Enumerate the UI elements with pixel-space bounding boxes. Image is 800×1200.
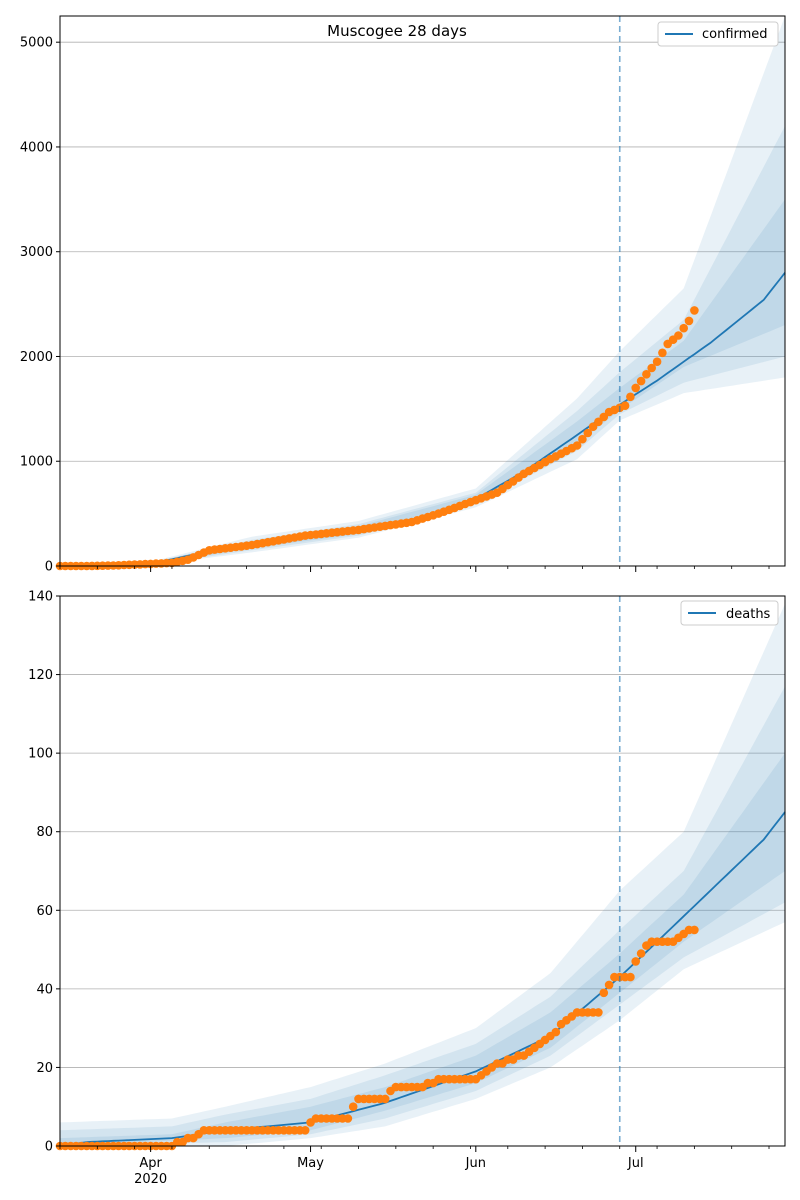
legend-box [680,600,779,626]
y-tick-label: 2000 [20,350,53,365]
observed-point [626,392,635,402]
plot-frame [59,595,786,1147]
observed-point [679,323,688,333]
chart-title: Muscogee 28 days [327,22,467,40]
observed-point [631,957,640,966]
observed-point [690,925,699,935]
observed-point [551,1027,561,1037]
x-tick-label: Jul [627,1156,644,1171]
observed-point [380,1094,390,1104]
observed-point [604,980,614,990]
confidence-band [60,603,785,1146]
observed-point [647,363,656,373]
x-axis [59,566,770,572]
observed-point [674,331,683,340]
observed-point [658,348,667,358]
observed-point [636,949,646,958]
observed-points [55,306,699,571]
y-tick-label: 3000 [20,245,53,260]
y-tick-label: 40 [36,982,53,997]
observed-point [626,972,635,982]
y-tick-label: 20 [36,1061,53,1076]
observed-point [599,988,609,998]
x-tick-label: Jun [465,1156,486,1171]
plot-frame [59,15,786,567]
observed-point [642,370,651,379]
panel-confirmed: 0 1000 2000 3000 4000 5000 Muscogee 28 days c… [20,15,786,575]
y-tick-label: 4000 [20,140,53,155]
y-axis: 0 1000 2000 3000 4000 5000 [20,36,60,575]
observed-point [594,1008,603,1017]
x-tick-label: Apr [139,1156,162,1171]
y-tick-label: 0 [45,1140,53,1155]
observed-point [300,1126,310,1135]
observed-point [684,316,694,326]
y-tick-label: 120 [28,668,53,683]
y-axis: 0 20 40 60 80 100 120 140 [28,590,60,1155]
observed-points [55,925,699,1151]
x-year-label: 2020 [134,1172,167,1187]
observed-point [636,376,646,386]
y-tick-label: 80 [36,825,53,840]
observed-point [652,357,662,367]
x-axis: Apr May Jun Jul 2020 [59,1146,770,1187]
confidence-band [60,16,785,566]
legend: deaths [680,600,779,626]
observed-point [572,441,582,450]
observed-point [690,306,699,315]
observed-point [578,434,587,444]
observed-point [620,401,630,411]
y-tick-label: 0 [45,560,53,575]
legend-box [657,21,779,47]
observed-point [343,1114,353,1123]
y-tick-label: 1000 [20,455,53,470]
legend: confirmed [657,21,779,47]
y-tick-label: 60 [36,904,53,919]
confidence-band [60,686,785,1146]
observed-point [348,1102,358,1111]
legend-label: confirmed [702,27,768,42]
y-tick-label: 5000 [20,36,53,51]
y-tick-label: 140 [28,590,53,605]
panel-deaths: 0 20 40 60 80 100 120 140 Apr May Jun Jul 2020 deat… [28,590,786,1187]
y-tick-label: 100 [28,747,53,762]
legend-label: deaths [726,607,771,622]
observed-point [631,383,640,393]
x-tick-label: May [297,1156,324,1171]
observed-point [583,428,593,438]
